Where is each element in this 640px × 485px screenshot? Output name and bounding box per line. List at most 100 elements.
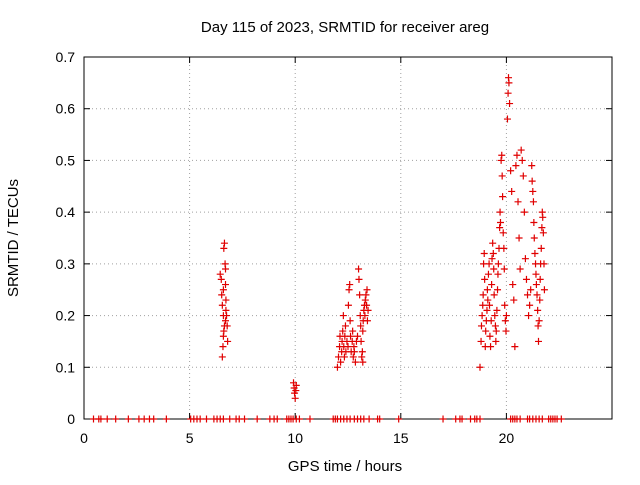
data-point (349, 327, 357, 335)
data-point (514, 198, 522, 206)
data-point (219, 286, 227, 294)
data-point (292, 381, 300, 389)
y-tick-label: 0 (67, 411, 75, 427)
data-point (510, 296, 518, 304)
data-point (494, 260, 502, 268)
data-point (218, 353, 226, 361)
data-point (522, 275, 530, 283)
data-point (506, 100, 514, 108)
y-tick-label: 0.7 (56, 49, 76, 65)
data-point (220, 244, 228, 252)
data-point (222, 281, 230, 289)
y-tick-label: 0.3 (56, 256, 76, 272)
data-point (516, 265, 524, 273)
data-point (486, 332, 494, 340)
data-point (531, 250, 539, 258)
data-point (502, 327, 510, 335)
y-tick-label: 0.5 (56, 152, 76, 168)
data-point (557, 415, 565, 423)
data-point (492, 327, 500, 335)
data-point (488, 255, 496, 263)
data-point (355, 275, 363, 283)
data-point (505, 79, 513, 87)
data-point (253, 415, 261, 423)
x-tick-label: 15 (393, 430, 409, 446)
y-tick-label: 0.6 (56, 101, 76, 117)
data-point (162, 415, 170, 423)
y-axis-label: SRMTID / TECUs (5, 179, 22, 297)
data-point (220, 239, 228, 247)
data-point (496, 224, 504, 232)
data-point (150, 415, 158, 423)
data-point (124, 415, 132, 423)
data-point (222, 306, 230, 314)
data-point (361, 296, 369, 304)
data-point (524, 291, 532, 299)
chart-title: Day 115 of 2023, SRMTID for receiver are… (201, 19, 489, 36)
data-point (483, 286, 491, 294)
data-point (490, 291, 498, 299)
data-point (358, 348, 366, 356)
x-tick-label: 0 (80, 430, 88, 446)
data-point (484, 296, 492, 304)
data-point (534, 322, 542, 330)
data-point (496, 218, 504, 226)
data-point (498, 172, 506, 180)
data-point (295, 415, 303, 423)
data-point (535, 337, 543, 345)
data-point (507, 167, 515, 175)
data-point (97, 415, 105, 423)
data-point (503, 115, 511, 123)
x-axis-label: GPS time / hours (288, 458, 402, 475)
data-point (476, 415, 484, 423)
data-point (538, 224, 546, 232)
data-point (480, 250, 488, 258)
data-point (357, 337, 365, 345)
x-tick-label: 5 (186, 430, 194, 446)
data-point (497, 156, 505, 164)
data-point (520, 208, 528, 216)
data-point (488, 281, 496, 289)
data-point (349, 353, 357, 361)
data-point (479, 301, 487, 309)
data-point (534, 306, 542, 314)
data-point (344, 343, 352, 351)
data-point (501, 301, 509, 309)
data-point (499, 193, 507, 201)
data-point (350, 348, 358, 356)
data-point (536, 275, 544, 283)
data-point (363, 286, 371, 294)
data-point (508, 187, 516, 195)
data-point (476, 363, 484, 371)
data-point (532, 281, 540, 289)
data-point (489, 239, 497, 247)
data-point (357, 322, 365, 330)
data-point (482, 327, 490, 335)
data-point (538, 415, 546, 423)
data-point (344, 301, 352, 309)
data-point (345, 286, 353, 294)
data-point (103, 415, 111, 423)
data-point (516, 415, 524, 423)
data-point (477, 337, 485, 345)
data-point (478, 312, 486, 320)
data-point (493, 306, 501, 314)
data-point (528, 177, 536, 185)
data-point (504, 89, 512, 97)
data-point (487, 343, 495, 351)
data-point (532, 270, 540, 278)
y-tick-label: 0.4 (56, 204, 76, 220)
y-tick-labels: 0 0.1 0.2 0.3 0.4 0.5 0.6 0.7 (56, 49, 76, 427)
data-point (486, 301, 494, 309)
data-point (361, 312, 369, 320)
data-point (487, 317, 495, 325)
data-point (502, 312, 510, 320)
data-point (526, 301, 534, 309)
y-tick-label: 0.1 (56, 359, 76, 375)
data-point (484, 270, 492, 278)
data-point (334, 353, 342, 361)
data-point (219, 415, 227, 423)
data-point (222, 296, 230, 304)
